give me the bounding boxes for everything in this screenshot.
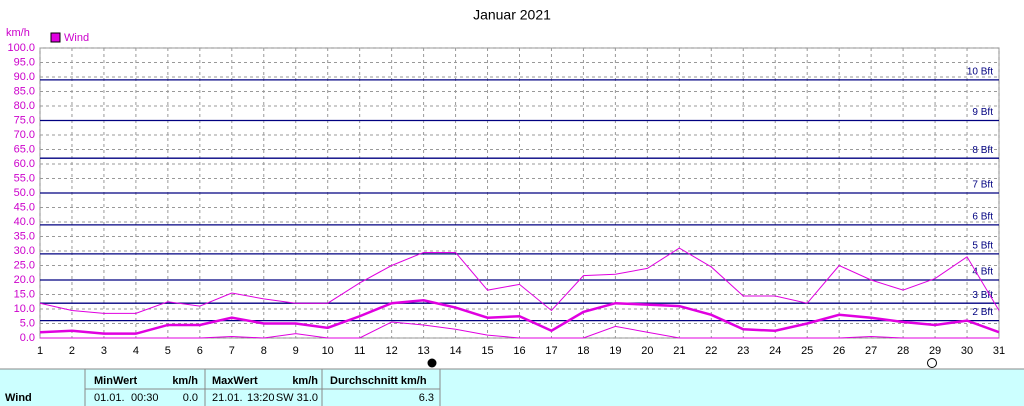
x-tick-label: 13 [417, 345, 429, 357]
y-tick-label: 100.0 [7, 42, 35, 54]
footer-unit: km/h [292, 375, 318, 387]
x-tick-label: 23 [737, 345, 749, 357]
x-tick-label: 28 [897, 345, 909, 357]
footer-value: SW 31.0 [276, 392, 318, 404]
footer-header: MaxWert [212, 375, 258, 387]
footer-date: 21.01. [212, 392, 243, 404]
bft-label: 5 Bft [972, 241, 993, 252]
x-tick-label: 16 [513, 345, 525, 357]
x-tick-label: 17 [545, 345, 557, 357]
x-tick-label: 6 [197, 345, 203, 357]
data-line [40, 321, 999, 339]
bft-label: 6 Bft [972, 212, 993, 223]
footer-time: 00:30 [131, 392, 159, 404]
y-axis-label: km/h [6, 27, 30, 39]
footer-value: 6.3 [419, 392, 434, 404]
x-tick-label: 18 [577, 345, 589, 357]
x-tick-label: 25 [801, 345, 813, 357]
x-tick-label: 12 [386, 345, 398, 357]
x-tick-label: 30 [961, 345, 973, 357]
y-tick-label: 30.0 [14, 245, 35, 257]
data-line [39, 247, 1000, 314]
bft-label: 10 Bft [967, 67, 993, 78]
y-tick-label: 10.0 [14, 303, 35, 315]
x-tick-label: 9 [293, 345, 299, 357]
x-tick-label: 22 [705, 345, 717, 357]
y-tick-label: 15.0 [14, 288, 35, 300]
y-tick-label: 80.0 [14, 100, 35, 112]
footer-time: 13:20 [247, 392, 275, 404]
bft-label: 4 Bft [972, 267, 993, 278]
y-tick-label: 90.0 [14, 71, 35, 83]
moon-icons [427, 358, 937, 368]
x-tick-label: 31 [993, 345, 1005, 357]
y-tick-label: 40.0 [14, 216, 35, 228]
x-tick-label: 3 [101, 345, 107, 357]
footer-header: MinWert [94, 375, 138, 387]
x-tick-label: 8 [261, 345, 267, 357]
footer-header: Durchschnitt km/h [330, 375, 427, 387]
bft-label: 7 Bft [972, 180, 993, 191]
bft-label: 2 Bft [972, 307, 993, 318]
x-tick-label: 1 [37, 345, 43, 357]
footer-unit: km/h [172, 375, 198, 387]
x-tick-label: 19 [609, 345, 621, 357]
y-tick-label: 25.0 [14, 259, 35, 271]
y-tick-label: 55.0 [14, 172, 35, 184]
x-tick-label: 27 [865, 345, 877, 357]
y-tick-label: 0.0 [20, 332, 35, 344]
chart-title: Januar 2021 [473, 7, 551, 23]
footer-bg [0, 369, 1024, 406]
x-tick-label: 20 [641, 345, 653, 357]
legend-swatch [50, 32, 61, 43]
bft-label: 8 Bft [972, 145, 993, 156]
x-tick-label: 15 [481, 345, 493, 357]
y-tick-label: 50.0 [14, 187, 35, 199]
bft-label: 3 Bft [972, 290, 993, 301]
bft-label: 9 Bft [972, 107, 993, 118]
y-tick-label: 20.0 [14, 274, 35, 286]
x-tick-label: 11 [354, 345, 365, 357]
y-tick-label: 70.0 [14, 129, 35, 141]
y-tick-label: 35.0 [14, 230, 35, 242]
legend-label: Wind [64, 32, 89, 44]
x-tick-label: 2 [69, 345, 75, 357]
x-tick-label: 4 [133, 345, 139, 357]
y-tick-label: 75.0 [14, 114, 35, 126]
y-tick-label: 95.0 [14, 56, 35, 68]
x-tick-label: 29 [929, 345, 941, 357]
x-tick-label: 10 [322, 345, 334, 357]
x-tick-label: 21 [673, 345, 685, 357]
x-tick-label: 14 [449, 345, 461, 357]
data-line [39, 299, 1000, 335]
footer-boxes [0, 368, 1024, 406]
x-tick-label: 7 [229, 345, 235, 357]
footer-date: 01.01. [94, 392, 125, 404]
x-tick-label: 24 [769, 345, 781, 357]
y-tick-label: 65.0 [14, 143, 35, 155]
y-tick-label: 85.0 [14, 85, 35, 97]
footer-value: 0.0 [183, 392, 198, 404]
x-tick-label: 5 [165, 345, 171, 357]
footer-row-label: Wind [5, 392, 32, 404]
y-tick-label: 5.0 [20, 317, 35, 329]
x-tick-label: 26 [833, 345, 845, 357]
y-tick-label: 45.0 [14, 201, 35, 213]
y-tick-label: 60.0 [14, 158, 35, 170]
